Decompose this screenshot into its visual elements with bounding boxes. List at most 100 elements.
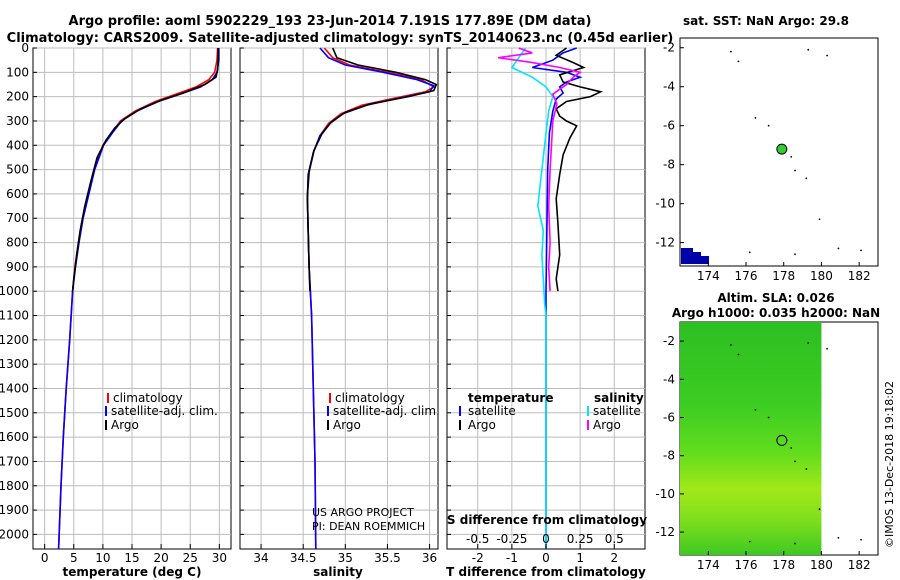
island-dot <box>754 408 757 411</box>
x-tick-label: 0 <box>41 551 49 565</box>
s-difference-label: S difference from climatology <box>447 513 647 527</box>
legend-argo: Argo <box>333 418 361 432</box>
series-s-satellite <box>510 47 554 549</box>
island-dot <box>748 251 751 254</box>
project-annotation: US ARGO PROJECT <box>312 506 414 519</box>
island-dot <box>837 247 840 250</box>
t-difference-xlabel: T difference from climatology <box>446 565 646 579</box>
island-dot <box>794 253 796 256</box>
y-tick-label: 1900 <box>0 503 29 517</box>
x-tick-label: 36 <box>422 551 437 565</box>
island-dot <box>794 542 796 545</box>
sla-map-ticks: 174 176 178 180 182 -2 -4 -6 -8 -10 -12 <box>655 334 870 572</box>
y-tick-label: 600 <box>6 187 29 201</box>
island-dot <box>748 540 751 543</box>
y-tick-label: 1800 <box>0 479 29 493</box>
island-dot <box>805 177 808 180</box>
s-tick-label: 0.25 <box>567 532 594 546</box>
map-x-tick-label: 174 <box>697 558 720 572</box>
map-y-tick-label: -10 <box>655 487 675 501</box>
salinity-ticks: 34 34.5 35 35.5 36 <box>240 47 437 565</box>
y-tick-label: 1400 <box>0 381 29 395</box>
sla-map-title-1: Altim. SLA: 0.026 <box>717 291 834 305</box>
y-tick-label: 300 <box>6 114 29 128</box>
island-dot <box>818 218 821 221</box>
series-s-argo <box>498 47 582 292</box>
island-dot <box>790 447 793 449</box>
argo-position-marker <box>776 143 788 155</box>
legend-satellite: satellite-adj. clim. <box>333 404 440 418</box>
legend-argo: Argo <box>111 418 139 432</box>
salinity-axes-frame <box>239 47 439 550</box>
map-y-tick-label: -8 <box>663 158 675 172</box>
island-dot <box>730 344 732 346</box>
island-dot <box>790 155 793 158</box>
map-x-tick-label: 180 <box>810 269 833 283</box>
salinity-xlabel: salinity <box>313 565 363 579</box>
x-tick-label: 2 <box>610 551 618 565</box>
x-tick-label: 35.5 <box>374 551 401 565</box>
island-dot <box>794 169 796 172</box>
sla-field <box>680 322 822 555</box>
island-dot <box>794 460 796 463</box>
y-tick-label: 1200 <box>0 333 29 347</box>
island-dot <box>737 60 740 63</box>
x-tick-label: 5 <box>70 551 78 565</box>
map-y-tick-label: -12 <box>655 236 675 250</box>
y-tick-label: 0 <box>21 41 29 55</box>
island-dot <box>767 416 770 419</box>
map-x-tick-label: 182 <box>848 558 871 572</box>
pi-annotation: PI: DEAN ROEMMICH <box>312 520 425 533</box>
island-dot <box>730 50 732 53</box>
y-tick-label: 1100 <box>0 309 29 323</box>
x-tick-label: 10 <box>95 551 110 565</box>
y-tick-label: 100 <box>6 65 29 79</box>
land-block <box>697 256 709 264</box>
x-tick-label: -2 <box>472 551 484 565</box>
temperature-series <box>57 47 220 550</box>
map-x-tick-label: 178 <box>772 269 795 283</box>
map-x-tick-label: 176 <box>735 269 758 283</box>
temperature-ticks: 0 5 10 15 20 25 300100200300400500600700800900… <box>0 41 227 565</box>
legend-t-satellite: satellite <box>468 404 516 418</box>
sla-map-title-2: Argo h1000: 0.035 h2000: NaN <box>672 306 880 320</box>
x-tick-label: 34.5 <box>290 551 317 565</box>
imos-watermark: ©IMOS 13-Dec-2018 19:18:02 <box>883 381 896 548</box>
map-y-tick-label: -10 <box>655 197 675 211</box>
y-tick-label: 1500 <box>0 406 29 420</box>
argo-position-marker <box>776 434 788 446</box>
title-line-2: Climatology: CARS2009. Satellite-adjuste… <box>7 31 674 46</box>
island-dot <box>807 48 810 51</box>
s-tick-label: 0 <box>542 532 550 546</box>
map-y-tick-label: -6 <box>663 119 675 133</box>
difference-ticks: -2 -1 0 1 2 -0.5 -0.25 0 0.25 0.5 <box>447 47 624 565</box>
y-tick-label: 1000 <box>0 284 29 298</box>
temperature-xlabel: temperature (deg C) <box>63 565 202 579</box>
map-y-tick-label: -2 <box>663 41 675 55</box>
legend-t-argo: Argo <box>468 418 496 432</box>
salinity-legend: climatology satellite-adj. clim. Argo <box>327 391 440 432</box>
sst-map-title: sat. SST: NaN Argo: 29.8 <box>683 14 849 28</box>
x-tick-label: 30 <box>212 551 227 565</box>
x-tick-label: 35 <box>338 551 353 565</box>
map-y-tick-label: -12 <box>655 525 675 539</box>
temperature-grid <box>33 47 231 549</box>
series-t-argo <box>554 47 604 292</box>
y-tick-label: 700 <box>6 211 29 225</box>
map-x-tick-label: 176 <box>735 558 758 572</box>
s-tick-label: -0.25 <box>496 532 527 546</box>
map-x-tick-label: 180 <box>810 558 833 572</box>
sla-map-panel: Altim. SLA: 0.026 Argo h1000: 0.035 h200… <box>655 291 880 572</box>
island-dot <box>860 249 862 252</box>
legend-satellite: satellite-adj. clim. <box>111 404 218 418</box>
x-tick-label: 0 <box>542 551 550 565</box>
land-block <box>691 252 701 264</box>
salinity-series <box>306 47 438 550</box>
map-y-tick-label: -8 <box>663 449 675 463</box>
x-tick-label: 15 <box>124 551 139 565</box>
difference-panel: -2 -1 0 1 2 -0.5 -0.25 0 0.25 0.5 T difference fr… <box>446 47 647 579</box>
island-dot <box>807 342 810 344</box>
map-x-tick-label: 174 <box>697 269 720 283</box>
difference-series <box>498 47 604 549</box>
s-tick-label: -0.5 <box>466 532 489 546</box>
